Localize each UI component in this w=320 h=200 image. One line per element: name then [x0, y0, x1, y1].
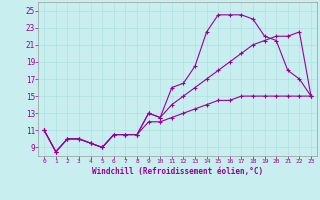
X-axis label: Windchill (Refroidissement éolien,°C): Windchill (Refroidissement éolien,°C)	[92, 167, 263, 176]
